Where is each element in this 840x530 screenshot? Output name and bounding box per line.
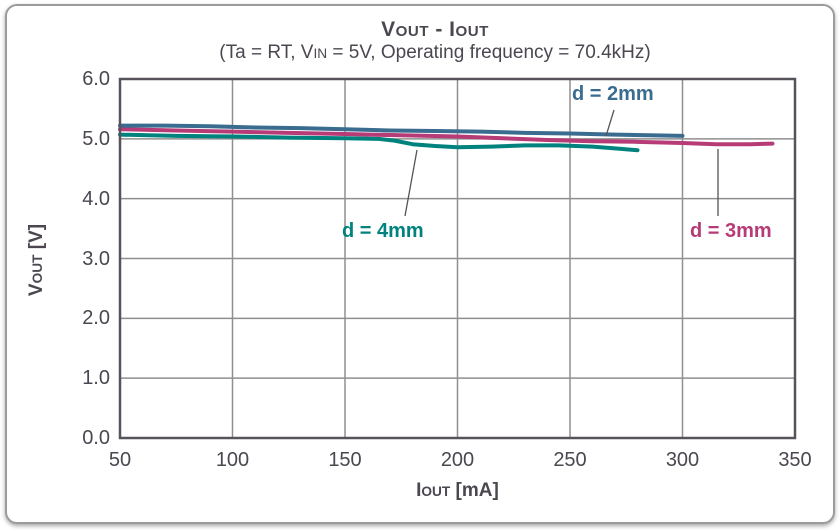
chart-title: VOUT - IOUT [37, 18, 833, 42]
x-tick-label: 350 [778, 449, 812, 471]
series-line-d-3mm [118, 127, 775, 147]
text-part: OUT [30, 254, 45, 284]
text-part: [mA] [450, 480, 499, 501]
text-part: [V] [26, 223, 47, 255]
text-part: I [416, 480, 422, 501]
text-part: V [26, 283, 47, 297]
text-part: - I [429, 18, 456, 41]
x-tick-label: 200 [440, 449, 475, 471]
text-part: IN [313, 46, 328, 61]
x-tick-label: 50 [108, 449, 132, 471]
y-tick-label: 1.0 [82, 367, 110, 390]
series-label-d-3mm: d = 3mm [690, 220, 772, 242]
plot-canvas [118, 77, 797, 440]
x-tick-label: 150 [328, 449, 362, 471]
chart-card: VOUT - IOUT (Ta = RT, VIN = 5V, Operatin… [5, 4, 835, 524]
y-tick-label: 2.0 [82, 307, 110, 330]
x-axis-title: IOUT [mA] [120, 480, 795, 502]
plot-border [118, 77, 797, 440]
text-part: (Ta = RT, V [219, 42, 314, 63]
text-part: OUT [395, 23, 429, 40]
y-tick-label: 6.0 [82, 68, 110, 90]
y-tick-label: 4.0 [82, 187, 110, 210]
y-tick-label: 3.0 [82, 247, 110, 270]
series-line-d-4mm [118, 132, 640, 153]
y-tick-label: 5.0 [82, 127, 110, 150]
text-part: V [381, 18, 396, 41]
x-tick-label: 250 [553, 449, 587, 471]
y-tick-label: 0.0 [82, 427, 110, 449]
chart-subtitle: (Ta = RT, VIN = 5V, Operating frequency … [37, 42, 833, 64]
text-part: OUT [421, 484, 451, 499]
series-label-d-4mm: d = 4mm [342, 220, 424, 242]
series-line-d-2mm [118, 123, 685, 138]
text-part: = 5V, Operating frequency = 70.4kHz) [327, 42, 651, 63]
x-tick-label: 100 [215, 449, 250, 471]
leader-line [605, 109, 615, 137]
plot-area: d = 4mm d = 3mm d = 2mm [118, 77, 797, 440]
x-tick-label: 300 [665, 449, 700, 471]
series-label-d-2mm: d = 2mm [572, 83, 654, 105]
leader-line [404, 149, 418, 217]
text-part: OUT [455, 23, 489, 40]
